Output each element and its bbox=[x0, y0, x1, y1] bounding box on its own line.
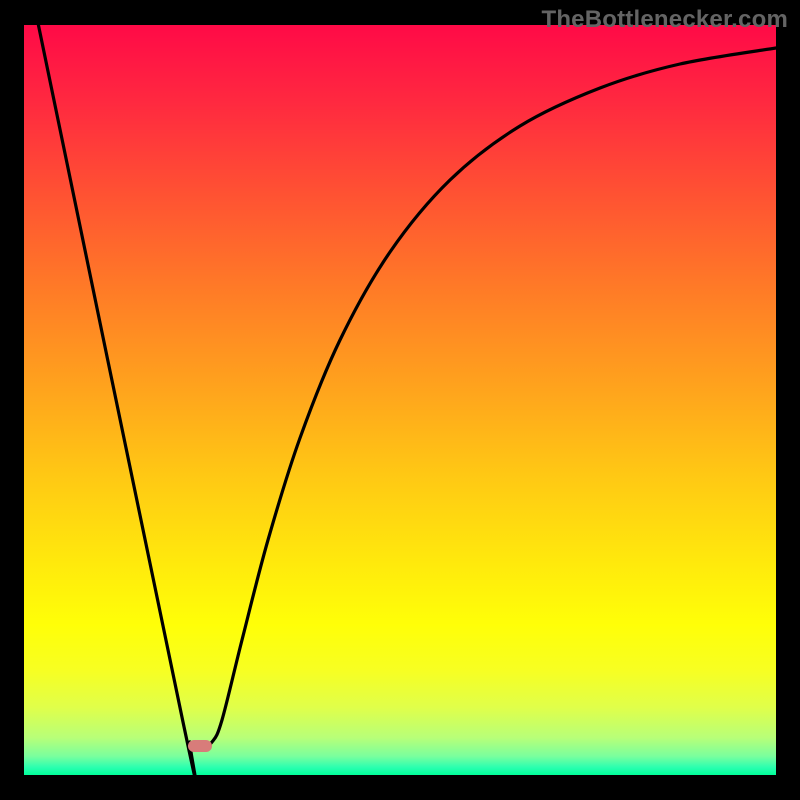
plot-area bbox=[24, 25, 776, 775]
chart-container: TheBottlenecker.com bbox=[0, 0, 800, 800]
watermark-text: TheBottlenecker.com bbox=[541, 6, 788, 34]
optimum-marker bbox=[188, 740, 212, 752]
plot-svg bbox=[24, 25, 776, 775]
gradient-background bbox=[24, 25, 776, 775]
